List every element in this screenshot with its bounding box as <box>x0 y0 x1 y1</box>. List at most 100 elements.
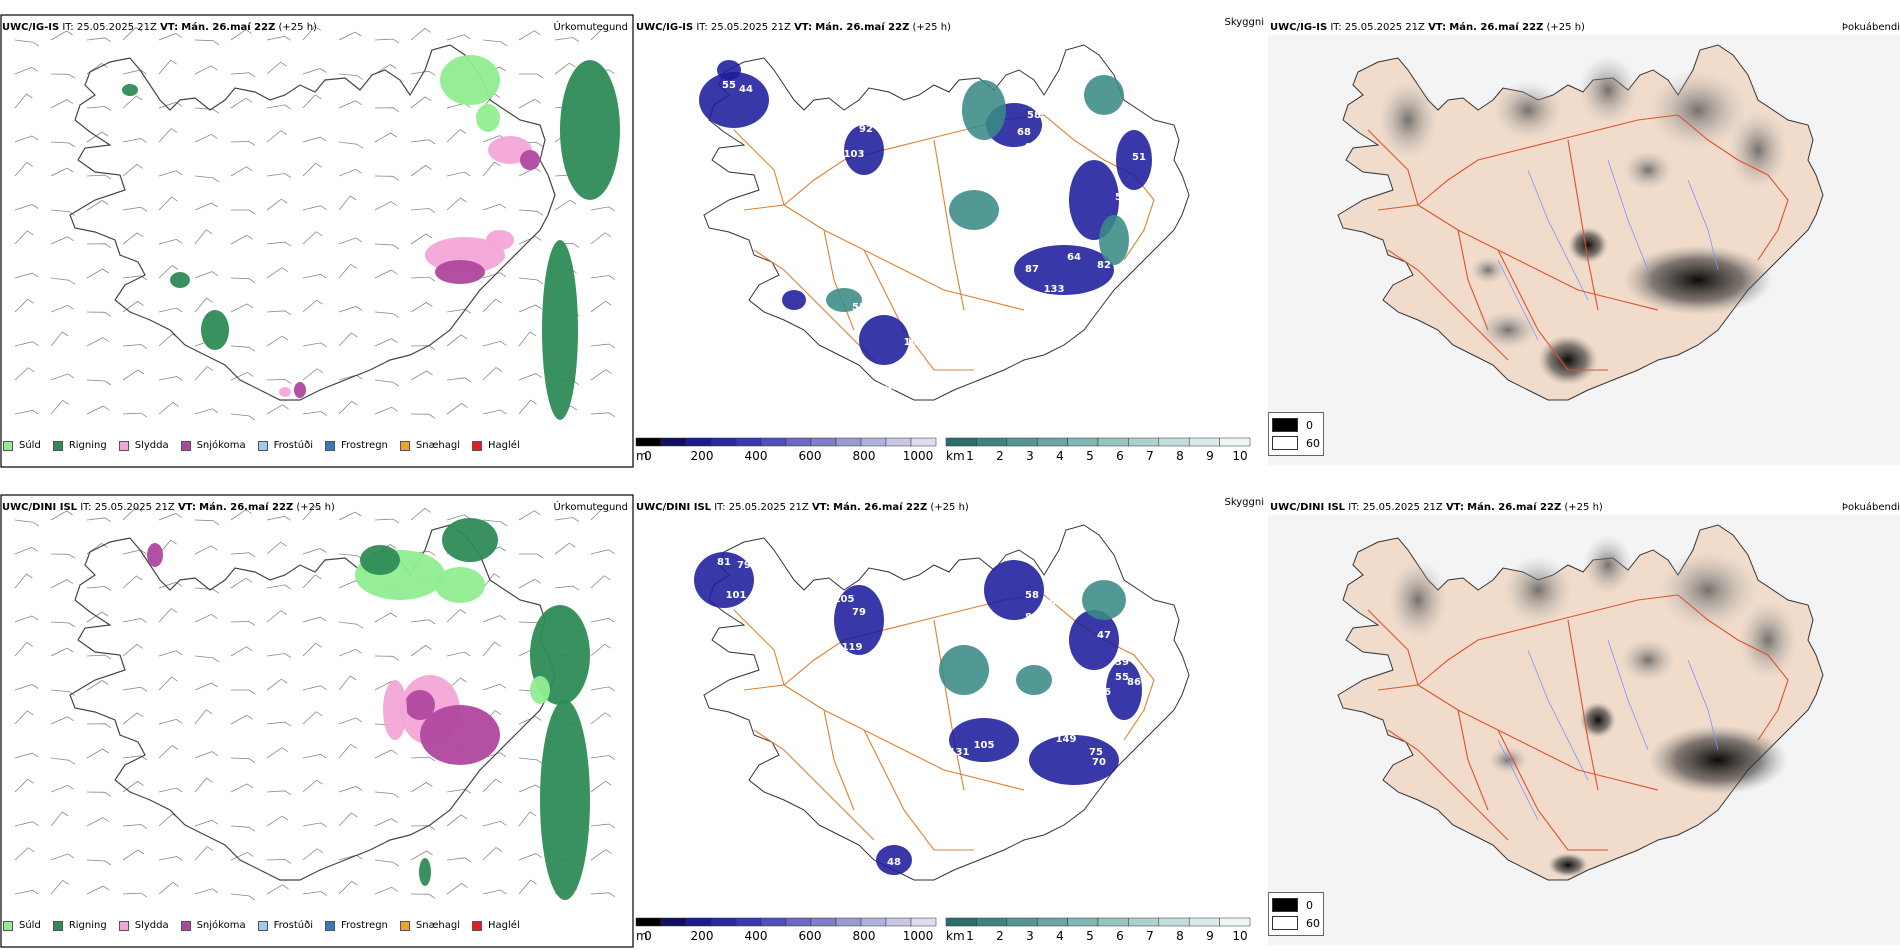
cloud-base-label: 79 <box>852 607 866 618</box>
legend-item: Súld <box>3 440 41 451</box>
legend-swatch <box>52 920 63 931</box>
road-network <box>1367 594 1789 851</box>
colorbar-tick: 200 <box>691 929 714 943</box>
colorbar-tick: 0 <box>644 449 652 463</box>
cloud-base-label: 107 <box>809 162 830 173</box>
legend-label: Rigning <box>68 440 107 451</box>
colorbar-tick: 1 <box>966 929 974 943</box>
legend-label: Snæhagl <box>415 920 461 931</box>
legend-swatch <box>3 440 13 451</box>
panel-title-cloud-top: Skyggni <box>1224 17 1264 28</box>
cloud-base-label: 149 <box>1056 734 1077 745</box>
legend-swatch <box>472 440 483 451</box>
legend-label: Slydda <box>134 440 169 451</box>
legend-label: Haglél <box>488 440 520 451</box>
cloud-base-label: 133 <box>1044 284 1065 295</box>
colorbar-tick: 10 <box>1232 449 1247 463</box>
cloud-base-label: 68 <box>1017 127 1031 138</box>
cloud-base-label: 109 <box>894 244 915 255</box>
precip-areas <box>122 55 620 420</box>
colorbar-unit: m <box>636 449 648 463</box>
legend-swatch <box>3 920 13 931</box>
cloud-base-label: 53 <box>852 302 866 313</box>
fog-key-swatch <box>1272 436 1298 450</box>
fog-panel-top: UWC/IG-IS IT: 25.05.2025 21Z VT: Mán. 26… <box>1268 0 1900 470</box>
cloud-base-label: 98 <box>1042 597 1056 608</box>
legend-label: Frostregn <box>341 440 388 451</box>
precip-areas <box>147 518 590 900</box>
colorbar-tick: 9 <box>1206 929 1214 943</box>
cloud-base-label: 82 <box>1047 630 1061 641</box>
legend-swatch <box>118 920 129 931</box>
colorbar-tick: 4 <box>1056 929 1064 943</box>
header-bottom-3: UWC/DINI ISL IT: 25.05.2025 21Z VT: Mán.… <box>1270 502 1603 513</box>
colorbar-tick: 3 <box>1026 929 1034 943</box>
legend-swatch <box>180 920 191 931</box>
cloud-base-label: 103 <box>844 149 865 160</box>
legend-item: Súld <box>3 920 41 931</box>
panel-title-precip-bottom: Úrkomutegund <box>553 502 628 513</box>
colorbar-unit: km <box>946 929 965 943</box>
legend-item: Snæhagl <box>399 440 460 451</box>
legend-item: Frostregn <box>325 920 388 931</box>
cloud-panel-top: 55 44 84 103 92 105 107 58 68 99 61 51 50 75 87 64 82 133… <box>634 0 1268 470</box>
legend-swatch <box>180 440 191 451</box>
fog-key-row: 60 <box>1272 434 1320 452</box>
cloud-base-label: 84 <box>817 117 831 128</box>
cloud-base-label: 101 <box>726 590 747 601</box>
legend-item: Rigning <box>52 920 107 931</box>
panel-title-fog-top: Þokuábendi <box>1841 22 1900 33</box>
colorbar-tick: 600 <box>799 929 822 943</box>
cloud-base-label: 97 <box>897 362 911 373</box>
cloud-base-label: 89 <box>1025 612 1039 623</box>
fog-key-row: 60 <box>1272 914 1320 932</box>
fog-key-swatch <box>1272 898 1298 912</box>
cloud-base-label: 99 <box>1025 142 1039 153</box>
legend-item: Rigning <box>52 440 107 451</box>
legend-item: Snjókoma <box>180 440 246 451</box>
legend-item: Slydda <box>118 920 169 931</box>
fog-key-swatch <box>1272 418 1298 432</box>
legend-item: Frostregn <box>325 440 388 451</box>
colorbar-unit: m <box>636 929 648 943</box>
cloud-base-label: 51 <box>1132 152 1146 163</box>
precip-legend-bottom: Súld Rigning Slydda Snjókoma Frostúði Frostre… <box>3 920 532 931</box>
colorbar-tick: 1 <box>966 449 974 463</box>
road-network <box>1367 114 1789 371</box>
legend-label: Haglél <box>488 920 520 931</box>
cloud-base-label: 48 <box>887 857 901 868</box>
cloud-base-label: 92 <box>859 124 873 135</box>
cloud-base-label: 73 <box>1035 650 1049 661</box>
colorbar-tick: 200 <box>691 449 714 463</box>
legend-label: Slydda <box>134 920 169 931</box>
cloud-base-label: 119 <box>842 642 863 653</box>
cloud-areas <box>694 552 1142 875</box>
precip-map-bottom <box>0 494 634 948</box>
cloud-base-label: 58 <box>1025 590 1039 601</box>
legend-swatch <box>399 920 410 931</box>
colorbar-tick: 7 <box>1146 449 1154 463</box>
fog-key-row: 0 <box>1272 896 1320 914</box>
fog-key-swatch <box>1272 916 1298 930</box>
colorbar-tick: 6 <box>1116 449 1124 463</box>
cloud-base-label: 86 <box>1132 197 1146 208</box>
fog-map-top <box>1268 35 1900 465</box>
legend-item: Snæhagl <box>399 920 461 931</box>
legend-swatch <box>325 920 335 931</box>
legend-item: Haglél <box>472 920 520 931</box>
colorbar-tick: 8 <box>1176 449 1184 463</box>
cloud-base-label: 93 <box>1041 722 1055 733</box>
header-bottom-2: UWC/DINI ISL IT: 25.05.2025 21Z VT: Mán.… <box>636 502 969 513</box>
header-top-3: UWC/IG-IS IT: 25.05.2025 21Z VT: Mán. 26… <box>1270 22 1585 33</box>
panel-title-fog-bottom: Þokuábendi <box>1841 502 1900 513</box>
colorbar-tick: 7 <box>1146 929 1154 943</box>
cloud-areas <box>699 60 1152 365</box>
legend-label: Rigning <box>68 920 107 931</box>
colorbar-tick: 5 <box>1086 929 1094 943</box>
colorbars-top: m0 200 400 600 800 1000 km 1 2 3 4 5 6 7 8 9 10 <box>635 437 1251 463</box>
cloud-base-label: 56 <box>1097 687 1111 698</box>
cloud-base-label: 70 <box>1092 757 1106 768</box>
legend-swatch <box>399 440 410 451</box>
cloud-base-label: 61 <box>1039 132 1053 143</box>
